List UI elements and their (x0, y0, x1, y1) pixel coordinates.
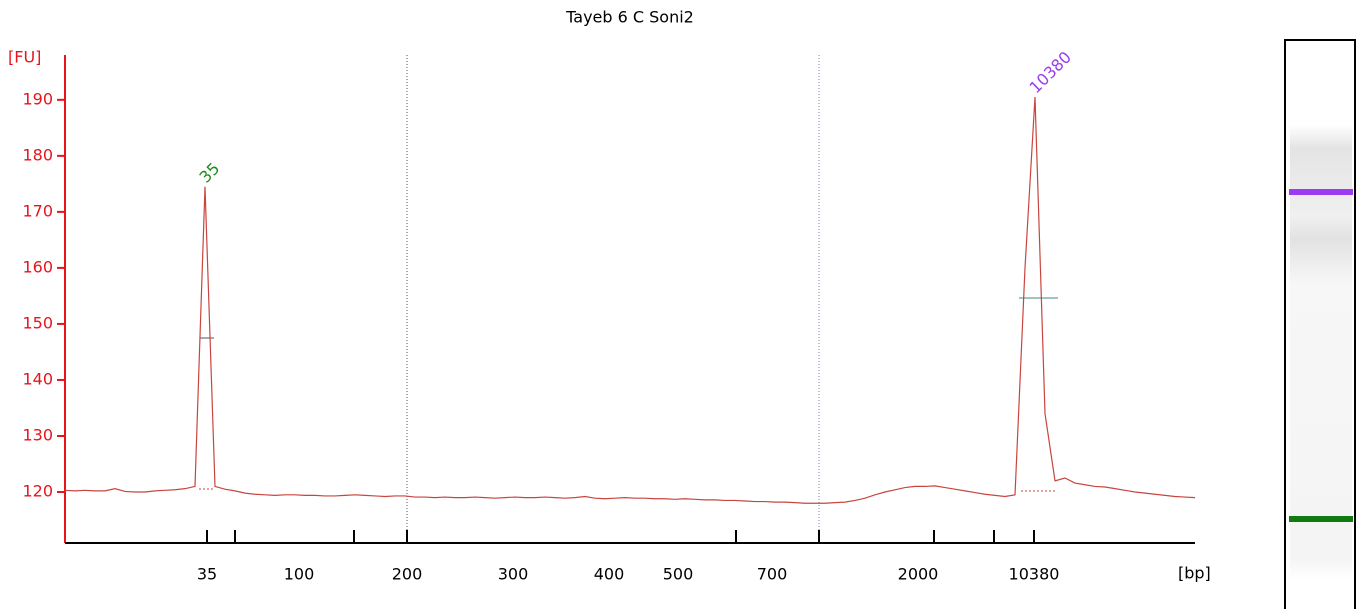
x-axis-label: [bp] (1178, 564, 1211, 583)
y-tick-label: 170 (22, 201, 53, 220)
trace (64, 96, 1196, 504)
chart-title: Tayeb 6 C Soni2 (565, 8, 694, 27)
y-tick-label: 160 (22, 257, 53, 276)
gel-lane (1284, 39, 1356, 613)
x-tick-label: 300 (498, 565, 529, 584)
lane-smear (1290, 125, 1352, 580)
x-tick-label: 100 (284, 565, 315, 584)
y-tick-label: 130 (22, 425, 53, 444)
y-tick-label: 120 (22, 482, 53, 501)
x-tick-label: 700 (757, 565, 788, 584)
x-tick-label: 400 (594, 565, 625, 584)
peak-label: 10380 (1026, 48, 1075, 97)
y-tick-label: 140 (22, 369, 53, 388)
x-tick-label: 10380 (1009, 565, 1060, 584)
y-tick-label: 150 (22, 313, 53, 332)
y-tick-label: 180 (22, 145, 53, 164)
x-tick-label: 200 (392, 565, 423, 584)
y-tick-label: 190 (22, 89, 53, 108)
gel-band (1289, 189, 1353, 195)
x-tick-label: 500 (663, 565, 694, 584)
x-tick-label: 35 (197, 565, 217, 584)
peak-label: 35 (196, 159, 224, 187)
gel-band (1289, 516, 1353, 522)
x-tick-label: 2000 (898, 565, 939, 584)
y-axis-label: [FU] (8, 48, 41, 67)
